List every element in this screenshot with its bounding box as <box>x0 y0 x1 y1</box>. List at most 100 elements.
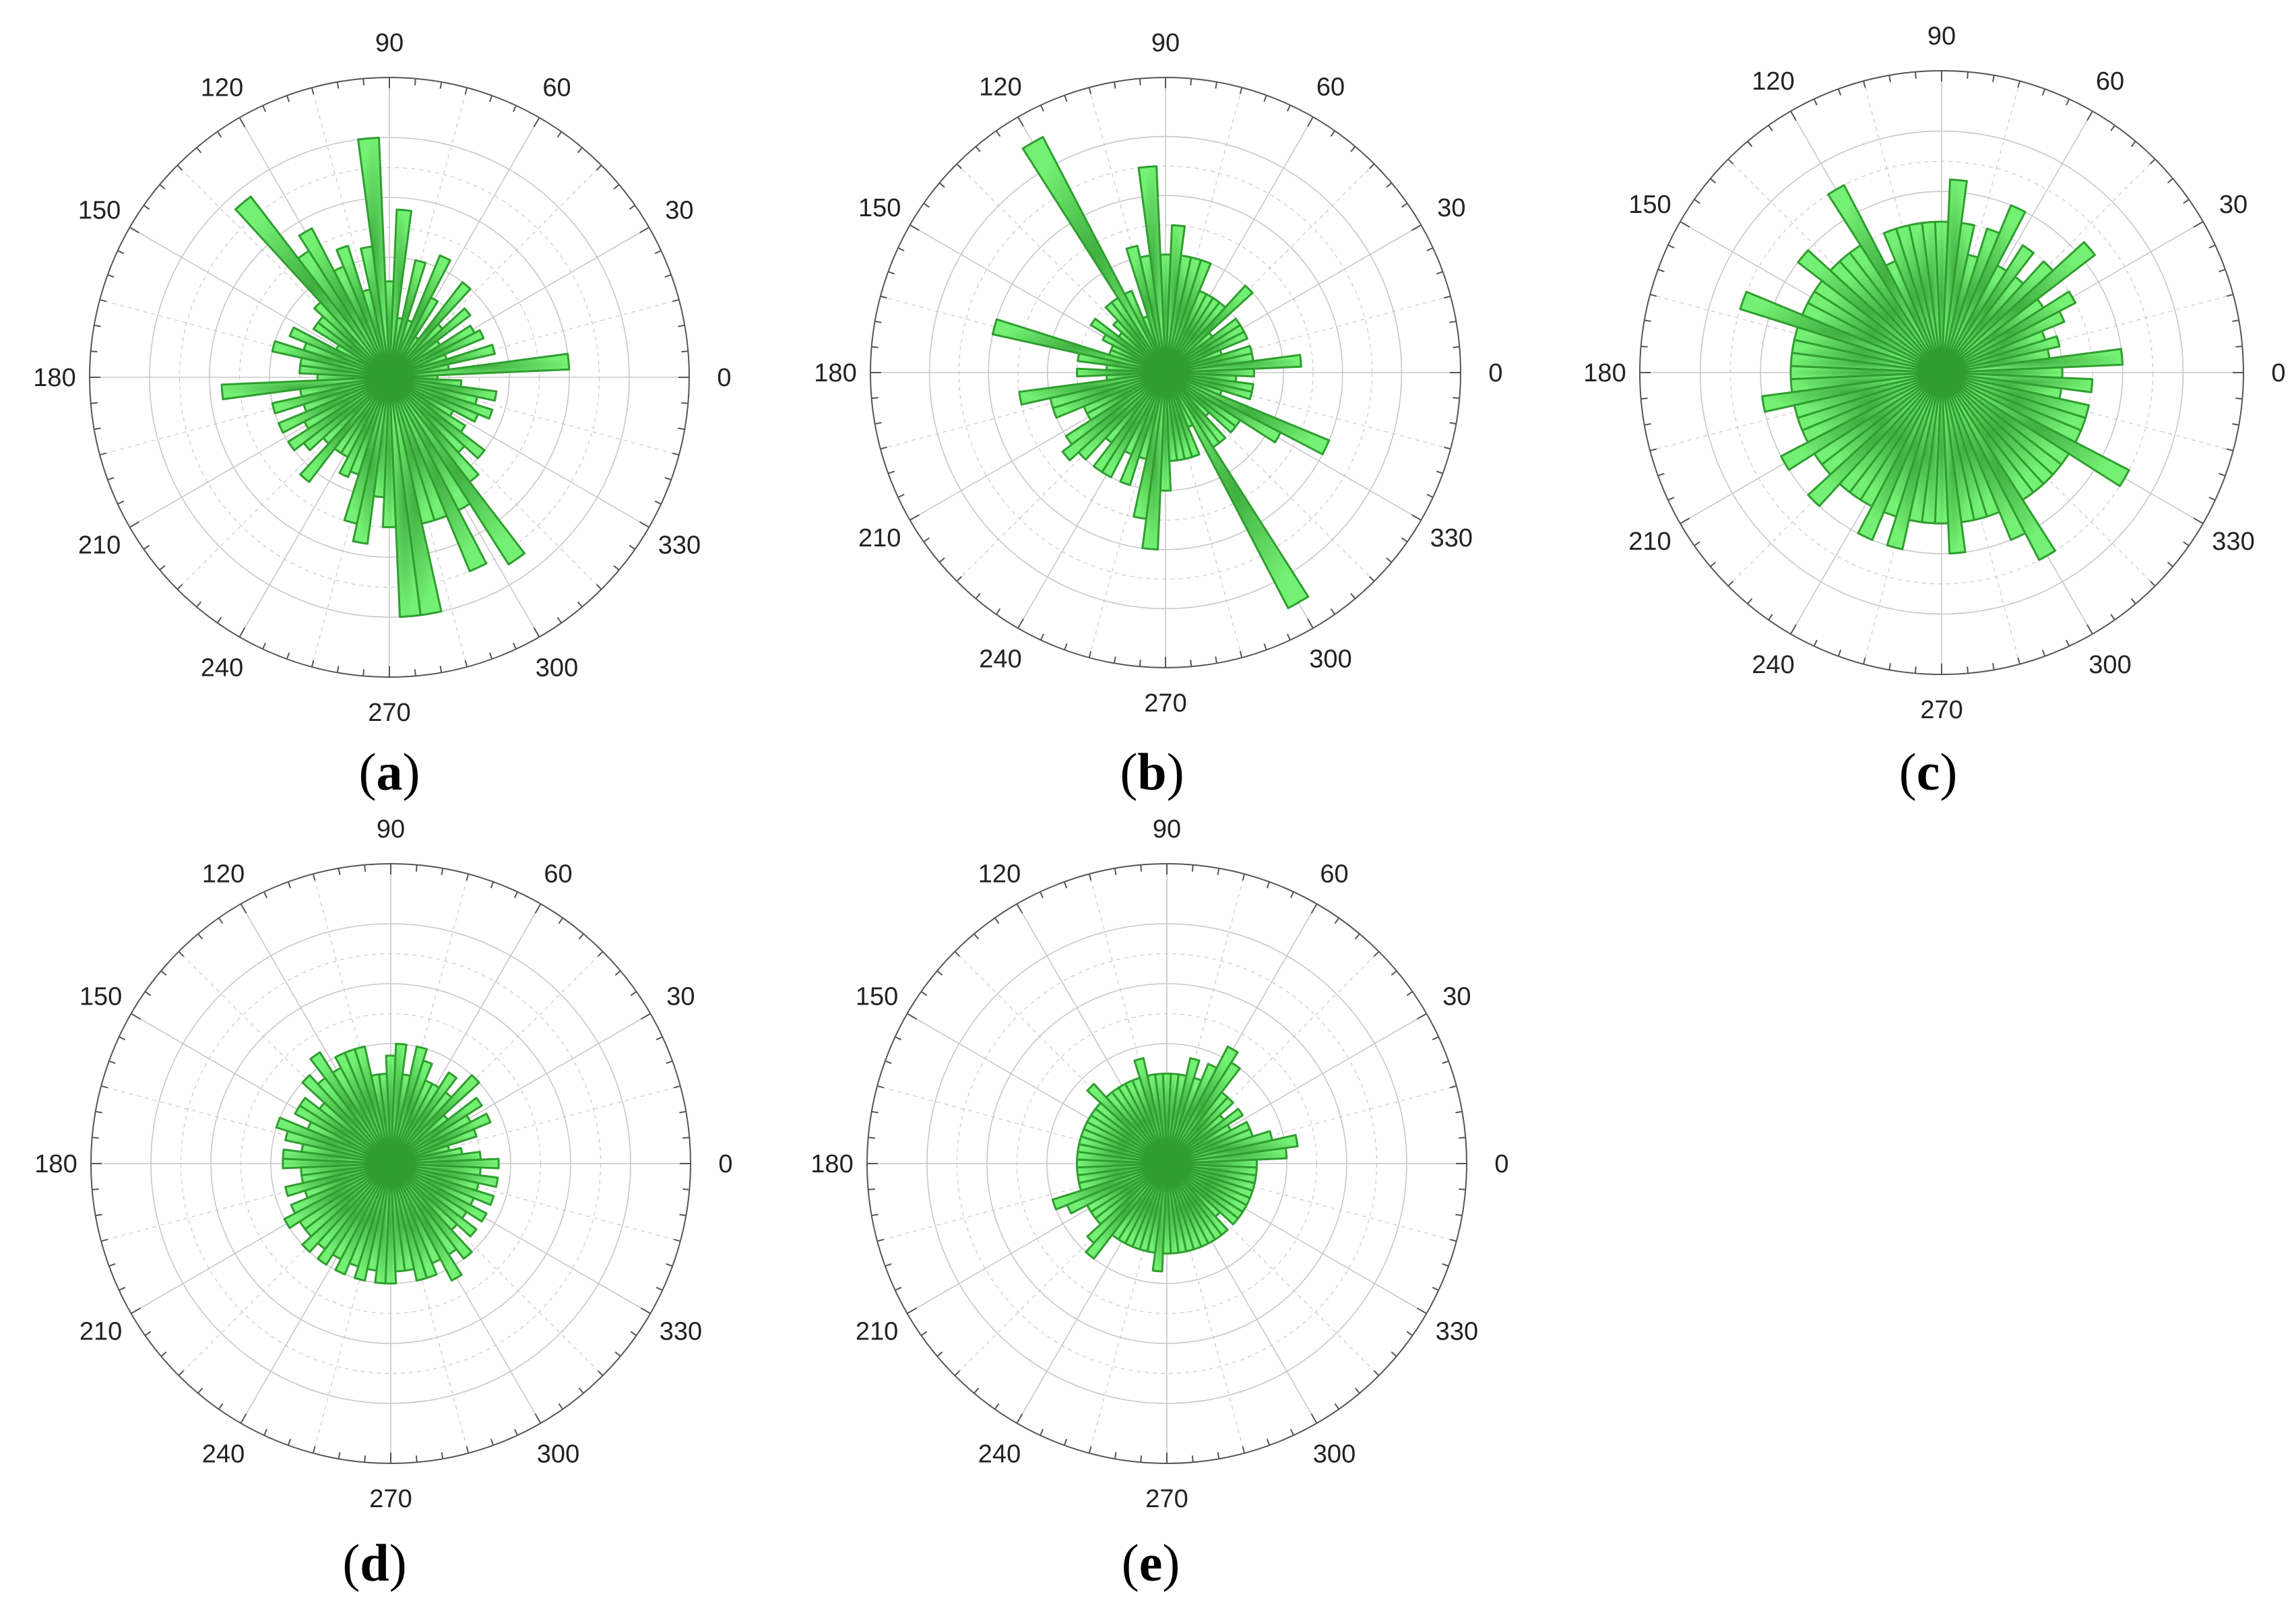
angle-tick-mark <box>895 1286 902 1291</box>
angle-tick-label: 30 <box>1442 983 1471 1011</box>
angle-tick-label: 90 <box>1153 815 1181 844</box>
angle-tick-label: 240 <box>202 1440 245 1468</box>
angle-tick-label: 0 <box>717 364 731 392</box>
angle-tick-mark <box>131 1013 141 1020</box>
angle-tick-mark <box>2183 199 2190 204</box>
angle-tick-mark <box>144 1331 152 1337</box>
angle-tick-mark <box>238 627 246 637</box>
angle-tick-mark <box>364 1455 366 1463</box>
rose-bar <box>388 208 413 379</box>
angle-tick-mark <box>956 575 963 582</box>
angle-tick-mark <box>1307 117 1314 127</box>
angle-tick-mark <box>90 350 98 353</box>
rose-bar <box>1940 204 2027 374</box>
panel-label-d: (d) <box>342 1533 406 1592</box>
angle-tick-mark <box>1992 663 1995 670</box>
angle-tick-mark <box>1401 202 1408 208</box>
angle-tick-mark <box>1191 864 1194 872</box>
rose-bar <box>1164 371 1310 610</box>
rose-bar <box>389 1042 408 1165</box>
panel-label-b: (b) <box>1120 742 1184 801</box>
angle-tick-mark <box>1914 71 1917 79</box>
angle-tick-mark <box>197 933 203 940</box>
angle-tick-mark <box>1710 561 1717 567</box>
angle-tick-label: 0 <box>1488 359 1502 387</box>
rose-bar <box>388 376 480 483</box>
angle-tick-mark <box>287 881 292 889</box>
rose-bar <box>1780 371 1943 471</box>
angle-tick-mark <box>513 1428 518 1436</box>
rose-bar <box>1166 1045 1239 1165</box>
rose-bar <box>1085 1162 1168 1260</box>
angle-tick-mark <box>1426 493 1434 499</box>
rose-bar <box>301 1074 392 1165</box>
angle-tick-mark <box>2183 541 2190 546</box>
angle-tick-mark <box>439 82 443 89</box>
angle-tick-mark <box>119 1036 126 1041</box>
angle-tick-mark <box>117 500 125 505</box>
angle-tick-mark <box>2086 624 2093 635</box>
angle-tick-mark <box>311 87 315 95</box>
rose-bar <box>1940 179 1968 374</box>
angle-tick-mark <box>897 493 905 499</box>
angle-tick-mark <box>218 917 224 924</box>
angle-tick-mark <box>2150 581 2156 587</box>
angle-tick-mark <box>512 642 517 649</box>
angle-tick-mark <box>664 274 672 278</box>
rose-bar <box>389 1074 480 1165</box>
angle-tick-mark <box>2017 81 2020 88</box>
angle-tick-mark <box>1455 1110 1463 1114</box>
angle-tick-mark <box>1386 557 1393 563</box>
angle-tick-label: 270 <box>369 1485 412 1513</box>
angle-tick-label: 0 <box>2271 359 2285 387</box>
angle-tick-label: 60 <box>542 74 571 102</box>
rose-bar <box>389 1162 478 1238</box>
rose-bar <box>352 376 391 545</box>
angle-tick-mark <box>888 470 895 474</box>
panel-label-a: (a) <box>359 742 420 801</box>
rose-bar <box>1940 241 2096 374</box>
angle-tick-mark <box>1680 221 1690 228</box>
rose-bar <box>1827 184 1943 374</box>
rose-bar <box>338 376 391 478</box>
rose-bar <box>294 1104 392 1165</box>
rose-bar <box>288 326 391 379</box>
panel-label-c: (c) <box>1899 742 1958 801</box>
angle-tick-label: 330 <box>1436 1318 1478 1346</box>
angle-tick-mark <box>1727 581 1733 587</box>
rose-bar <box>388 376 486 459</box>
angle-tick-mark <box>2219 472 2226 477</box>
angle-tick-mark <box>1747 141 1753 148</box>
angle-tick-mark <box>286 652 290 660</box>
angle-tick-mark <box>1373 1370 1380 1376</box>
angle-tick-mark <box>2226 294 2233 297</box>
rose-bar <box>313 300 391 379</box>
angle-tick-label: 60 <box>1320 860 1348 889</box>
angle-tick-mark <box>1888 663 1891 670</box>
angle-tick-mark <box>1242 1446 1246 1454</box>
angle-tick-label: 300 <box>2088 651 2131 679</box>
angle-tick-mark <box>1139 78 1141 86</box>
angle-tick-label: 300 <box>536 654 578 682</box>
angle-tick-mark <box>1411 514 1422 521</box>
angle-tick-mark <box>1650 448 1657 451</box>
angle-tick-mark <box>880 446 887 450</box>
rose-bar <box>1077 371 1167 461</box>
angle-tick-mark <box>1455 1213 1463 1217</box>
angle-tick-label: 330 <box>658 532 701 560</box>
angle-tick-mark <box>1406 990 1413 996</box>
angle-tick-mark <box>2226 448 2233 451</box>
rose-bar <box>275 1116 392 1165</box>
angle-tick-mark <box>888 271 895 275</box>
angle-tick-mark <box>1694 199 1700 204</box>
angle-tick-mark <box>178 1370 185 1376</box>
rose-bar <box>1102 334 1167 374</box>
rose-bar <box>1159 371 1172 492</box>
angle-tick-mark <box>1088 651 1092 658</box>
angle-tick-mark <box>1644 423 1651 426</box>
angle-tick-mark <box>100 1238 108 1242</box>
rose-bar <box>1940 371 2130 487</box>
angle-tick-mark <box>597 951 604 957</box>
rose-bar <box>1940 371 2091 419</box>
angle-tick-label: 90 <box>377 815 405 844</box>
